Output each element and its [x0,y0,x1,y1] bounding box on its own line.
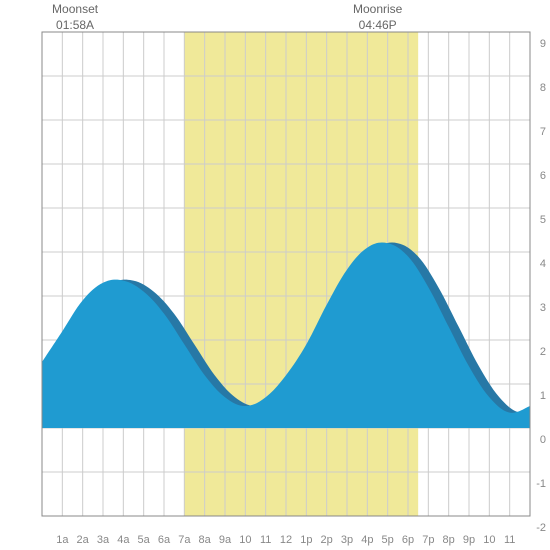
y-tick-label: 3 [540,302,546,314]
y-tick-label: 9 [540,38,546,50]
x-tick-label: 8a [199,534,211,546]
y-tick-label: 1 [540,390,546,402]
y-tick-label: 4 [540,258,546,270]
moonrise-title: Moonrise [353,2,402,18]
tide-chart: Moonset 01:58A Moonrise 04:46P 1a 2a 3a 4a 5… [0,0,550,550]
x-tick-label: 1a [56,534,68,546]
x-tick-label: 5a [138,534,150,546]
x-tick-label: 3a [97,534,109,546]
y-tick-label: 5 [540,214,546,226]
x-tick-label: 2a [77,534,89,546]
x-tick-label: 1p [300,534,312,546]
x-tick-label: 6p [402,534,414,546]
x-tick-label: 11 [504,534,515,546]
x-tick-label: 7a [178,534,190,546]
y-tick-label: 8 [540,82,546,94]
y-tick-label: -1 [536,478,546,490]
x-tick-label: 9a [219,534,231,546]
y-tick-label: 7 [540,126,546,138]
x-tick-label: 3p [341,534,353,546]
moonrise-time: 04:46P [353,18,402,34]
x-tick-label: 4p [361,534,373,546]
x-tick-label: 7p [422,534,434,546]
y-tick-label: 2 [540,346,546,358]
x-tick-label: 9p [463,534,475,546]
x-tick-label: 6a [158,534,170,546]
moonset-time: 01:58A [52,18,98,34]
x-tick-label: 11 [260,534,271,546]
x-tick-label: 12 [280,534,292,546]
y-tick-label: -2 [536,522,546,534]
x-tick-label: 10 [483,534,495,546]
x-tick-label: 4a [117,534,129,546]
y-tick-label: 6 [540,170,546,182]
x-tick-label: 5p [382,534,394,546]
y-tick-label: 0 [540,434,546,446]
moonset-header: Moonset 01:58A [52,2,98,33]
x-tick-label: 8p [443,534,455,546]
moonrise-header: Moonrise 04:46P [353,2,402,33]
x-tick-label: 10 [239,534,251,546]
chart-svg [0,0,550,550]
moonset-title: Moonset [52,2,98,18]
x-tick-label: 2p [321,534,333,546]
